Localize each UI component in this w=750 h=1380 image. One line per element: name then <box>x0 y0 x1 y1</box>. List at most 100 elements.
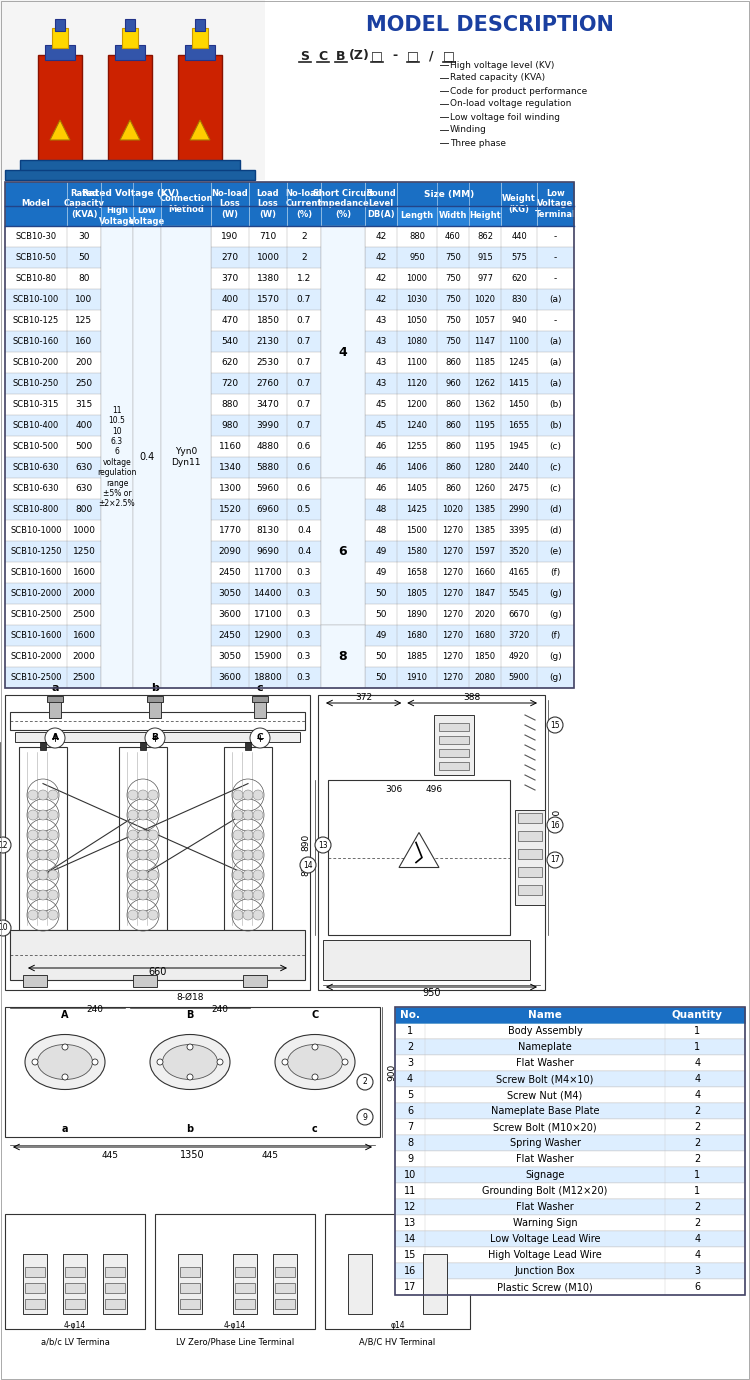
Text: SCB10-1600: SCB10-1600 <box>10 631 62 640</box>
Text: c: c <box>312 1123 318 1134</box>
Text: 3050: 3050 <box>218 589 242 598</box>
Text: 6: 6 <box>407 1105 413 1116</box>
Circle shape <box>243 869 253 880</box>
Bar <box>395 1151 745 1167</box>
Text: 0.3: 0.3 <box>297 631 311 640</box>
Text: 6960: 6960 <box>256 505 280 513</box>
Text: 315: 315 <box>75 400 93 408</box>
Text: 860: 860 <box>445 400 461 408</box>
Circle shape <box>233 890 243 900</box>
Circle shape <box>312 1045 318 1050</box>
Text: 1262: 1262 <box>475 380 496 388</box>
Text: 1658: 1658 <box>406 569 427 577</box>
Text: Nameplate Base Plate: Nameplate Base Plate <box>490 1105 599 1116</box>
Text: 200: 200 <box>76 357 92 367</box>
Circle shape <box>253 810 263 820</box>
Text: 1600: 1600 <box>73 569 95 577</box>
Text: 2: 2 <box>694 1105 700 1116</box>
Text: C: C <box>256 734 263 742</box>
Ellipse shape <box>150 1035 230 1089</box>
Text: 1945: 1945 <box>509 442 530 451</box>
Bar <box>5 500 574 520</box>
Text: Rated capacity (KVA): Rated capacity (KVA) <box>450 73 545 83</box>
Text: 2090: 2090 <box>218 546 242 556</box>
Bar <box>5 477 574 500</box>
Circle shape <box>148 909 158 920</box>
Text: -: - <box>392 50 398 62</box>
Bar <box>5 310 574 331</box>
Polygon shape <box>190 120 210 139</box>
Text: 2475: 2475 <box>509 484 530 493</box>
Circle shape <box>38 829 48 840</box>
Bar <box>15 731 300 742</box>
Text: 4-φ14: 4-φ14 <box>64 1322 86 1330</box>
Text: 1570: 1570 <box>256 295 280 304</box>
Text: 1195: 1195 <box>475 421 496 431</box>
Text: 190: 190 <box>221 232 238 241</box>
Text: 1500: 1500 <box>406 526 427 535</box>
Text: 1200: 1200 <box>406 400 427 408</box>
Text: 0.7: 0.7 <box>297 357 311 367</box>
Text: 45: 45 <box>375 400 387 408</box>
Bar <box>211 182 249 226</box>
Bar <box>5 182 574 206</box>
Bar <box>397 182 501 206</box>
Bar <box>321 182 365 226</box>
Bar <box>5 206 574 226</box>
Bar <box>185 46 215 59</box>
Text: 880: 880 <box>409 232 425 241</box>
Text: 870: 870 <box>302 858 310 876</box>
Circle shape <box>148 890 158 900</box>
Text: 16: 16 <box>404 1265 416 1276</box>
Circle shape <box>253 869 263 880</box>
Text: 0.7: 0.7 <box>297 337 311 346</box>
Text: 860: 860 <box>445 442 461 451</box>
Circle shape <box>92 1058 98 1065</box>
Text: 445: 445 <box>101 1151 118 1159</box>
Bar <box>5 170 255 179</box>
Text: 1057: 1057 <box>475 316 496 326</box>
Text: 49: 49 <box>375 546 387 556</box>
Bar <box>5 562 574 582</box>
Bar <box>25 1299 45 1310</box>
Text: 43: 43 <box>375 316 387 326</box>
Text: 750: 750 <box>445 295 461 304</box>
Text: 1270: 1270 <box>442 610 464 620</box>
Circle shape <box>312 1074 318 1081</box>
Text: Rated
Capacity
(KVA): Rated Capacity (KVA) <box>64 189 104 219</box>
Text: 2: 2 <box>694 1138 700 1148</box>
Bar <box>395 1054 745 1071</box>
Text: 1890: 1890 <box>406 610 427 620</box>
Text: 12900: 12900 <box>254 631 282 640</box>
Circle shape <box>547 817 563 834</box>
Circle shape <box>28 909 38 920</box>
Text: b: b <box>151 683 159 693</box>
Text: 0.7: 0.7 <box>297 400 311 408</box>
Text: 14400: 14400 <box>254 589 282 598</box>
Text: Low
Voltage: Low Voltage <box>129 206 165 226</box>
Text: Code for product performance: Code for product performance <box>450 87 587 95</box>
Text: 1680: 1680 <box>474 631 496 640</box>
Text: (c): (c) <box>550 464 562 472</box>
Text: No.: No. <box>400 1010 420 1020</box>
Polygon shape <box>399 832 439 868</box>
Text: 630: 630 <box>75 464 93 472</box>
Bar <box>5 436 574 457</box>
Bar <box>501 182 537 226</box>
Text: 50: 50 <box>375 673 387 682</box>
Text: 270: 270 <box>221 253 238 262</box>
Text: 0.6: 0.6 <box>297 442 311 451</box>
Text: 1147: 1147 <box>475 337 496 346</box>
Text: 42: 42 <box>375 232 387 241</box>
Text: 7: 7 <box>406 1122 413 1132</box>
Bar <box>5 646 574 667</box>
Text: Length: Length <box>400 211 433 221</box>
Text: 1100: 1100 <box>406 357 427 367</box>
Text: (g): (g) <box>549 589 562 598</box>
Text: (d): (d) <box>549 505 562 513</box>
Bar <box>395 1183 745 1199</box>
Text: Winding: Winding <box>450 126 487 134</box>
Bar <box>180 1267 200 1277</box>
Text: 950: 950 <box>410 253 424 262</box>
Text: 48: 48 <box>375 526 387 535</box>
